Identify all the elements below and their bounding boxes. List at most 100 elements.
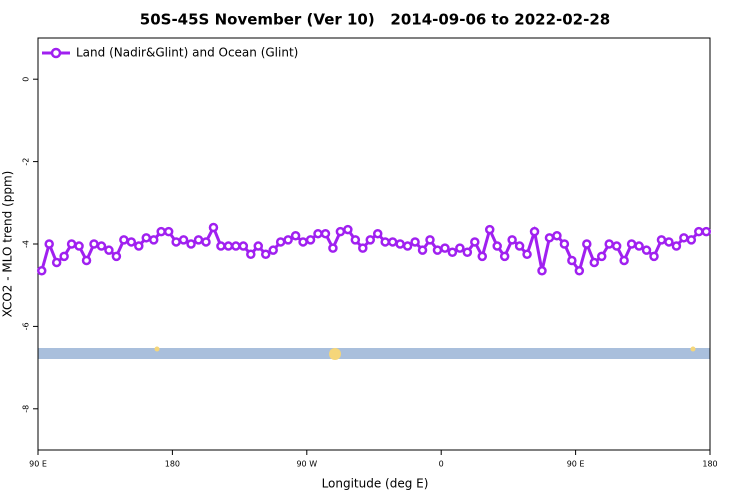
point — [96, 241, 107, 251]
point — [634, 241, 644, 251]
point — [260, 249, 271, 260]
point — [387, 237, 398, 247]
point — [74, 241, 84, 251]
point — [626, 239, 637, 249]
point — [664, 237, 674, 247]
point — [178, 235, 189, 245]
point — [36, 266, 47, 276]
point — [537, 266, 547, 276]
point — [582, 239, 592, 249]
point — [686, 235, 697, 245]
x-tick-label: 90 E — [29, 460, 47, 469]
point — [283, 235, 293, 245]
point — [44, 239, 54, 249]
x-tick-label: 90 W — [296, 460, 317, 469]
point — [425, 235, 435, 245]
point — [238, 241, 249, 251]
point — [104, 245, 114, 255]
point — [596, 251, 607, 262]
point — [275, 237, 286, 247]
point — [216, 241, 226, 251]
y-tick-label: -8 — [22, 405, 31, 413]
point — [81, 255, 92, 266]
point — [402, 241, 413, 251]
point — [51, 257, 62, 268]
point — [432, 245, 443, 255]
point — [574, 266, 585, 276]
point — [492, 241, 502, 251]
point — [649, 251, 659, 262]
x-tick-label: 0 — [439, 460, 444, 469]
y-tick-label: -6 — [22, 322, 31, 330]
x-tick-label: 180 — [165, 460, 180, 469]
point — [134, 241, 144, 251]
land-dot — [329, 348, 341, 360]
y-axis-label: XCO2 - MLO trend (ppm) — [1, 171, 15, 318]
point — [148, 235, 159, 245]
point — [313, 228, 323, 239]
point — [328, 243, 338, 253]
point — [119, 235, 129, 245]
point — [552, 231, 562, 241]
point — [126, 237, 137, 247]
land-dot — [154, 346, 160, 352]
point — [440, 243, 450, 253]
point — [246, 249, 256, 260]
point — [694, 226, 704, 237]
point — [589, 257, 600, 268]
point — [89, 239, 99, 249]
surface-band — [38, 348, 710, 359]
point — [320, 228, 331, 239]
point — [462, 247, 473, 257]
point — [477, 251, 488, 262]
point — [141, 233, 152, 243]
point — [156, 226, 166, 237]
point — [223, 241, 234, 251]
point — [455, 243, 465, 253]
point — [604, 239, 614, 249]
point — [380, 237, 390, 247]
point — [447, 247, 458, 257]
point — [193, 235, 204, 245]
point — [417, 245, 428, 255]
land-dot — [690, 346, 696, 352]
point — [350, 235, 361, 245]
point — [343, 224, 353, 235]
x-axis-label: Longitude (deg E) — [322, 477, 429, 491]
x-tick-label: 180 — [702, 460, 717, 469]
point — [365, 235, 376, 245]
point — [395, 239, 405, 249]
point — [298, 237, 308, 247]
point — [559, 239, 570, 249]
point — [470, 237, 480, 247]
point — [201, 237, 211, 247]
point — [208, 222, 219, 233]
point — [410, 237, 420, 247]
point — [507, 235, 517, 245]
point — [514, 241, 525, 251]
point — [335, 226, 346, 237]
point — [268, 245, 278, 255]
point — [231, 241, 241, 251]
point — [358, 243, 368, 253]
point — [522, 249, 532, 260]
point — [611, 241, 622, 251]
point — [171, 237, 181, 247]
y-tick-label: -4 — [22, 240, 31, 248]
point — [544, 233, 555, 243]
x-tick-label: 90 E — [567, 460, 585, 469]
point — [641, 245, 652, 255]
point — [253, 241, 264, 251]
point — [567, 255, 577, 266]
point — [619, 255, 629, 266]
legend-marker — [50, 47, 62, 59]
point — [163, 226, 174, 237]
chart-title: 50S-45S November (Ver 10) 2014-09-06 to … — [140, 11, 610, 29]
y-tick-label: -2 — [22, 158, 31, 166]
point — [59, 251, 69, 262]
point — [372, 228, 383, 239]
y-tick-label: 0 — [22, 77, 31, 82]
point — [499, 251, 510, 262]
